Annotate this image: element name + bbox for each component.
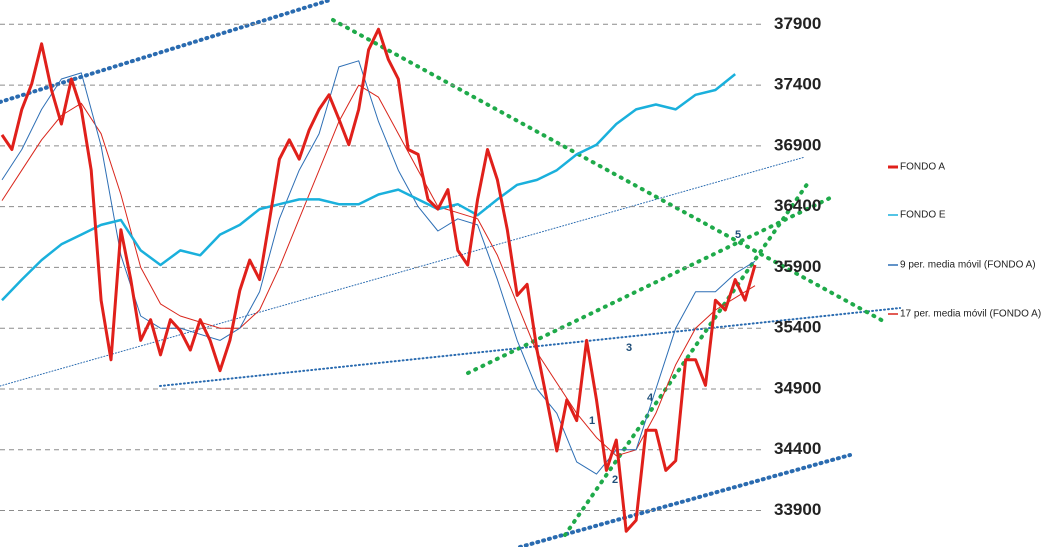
y-tick-label: 34900 (774, 378, 821, 397)
annotation: 3 (626, 342, 632, 354)
y-tick-label: 36400 (774, 196, 821, 215)
plot: 33900 34400 34900 35400 35900 36400 36900 37400… (0, 14, 1041, 533)
trend-lines (0, 0, 901, 547)
series-line (1, 73, 736, 302)
legend-label: 17 per. media móvil (FONDO A) (900, 309, 1041, 320)
legend-label: FONDO E (900, 210, 946, 221)
y-tick-label: 34400 (774, 439, 821, 458)
series-line (0, 27, 757, 533)
series-line (1, 84, 756, 457)
annotation: 4 (647, 392, 654, 404)
legend-label: 9 per. media móvil (FONDO A) (900, 260, 1036, 271)
legend-label: FONDO A (900, 162, 945, 173)
y-tick-label: 37400 (774, 75, 821, 94)
y-tick-label: 36900 (774, 135, 821, 154)
y-tick-label: 33900 (774, 500, 821, 519)
y-tick-label: 35900 (774, 257, 821, 276)
series-line (1, 60, 756, 475)
annotation: 2 (612, 474, 618, 486)
annotation: 1 (589, 415, 595, 427)
y-tick-label: 37900 (774, 14, 821, 33)
annotation: 5 (735, 229, 741, 241)
y-tick-label: 35400 (774, 318, 821, 337)
